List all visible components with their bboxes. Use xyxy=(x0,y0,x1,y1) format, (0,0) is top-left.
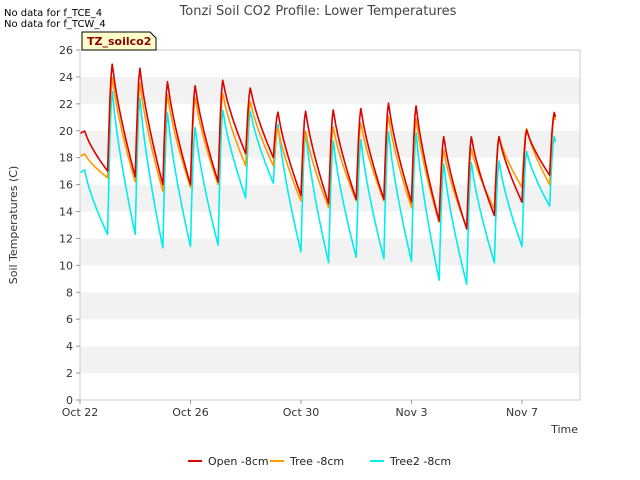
chart-title: Tonzi Soil CO2 Profile: Lower Temperatur… xyxy=(179,4,457,19)
x-tick-label: Oct 22 xyxy=(62,406,99,419)
y-tick-label: 20 xyxy=(59,125,73,138)
grid-band xyxy=(80,346,580,374)
grid-band xyxy=(80,319,580,347)
y-tick-label: 16 xyxy=(59,179,73,192)
plot-frame xyxy=(79,49,581,401)
y-tick-label: 12 xyxy=(59,232,73,245)
grid-band xyxy=(80,373,580,400)
series-layer xyxy=(79,63,557,285)
x-axis-label: Time xyxy=(550,423,578,436)
y-tick-label: 2 xyxy=(66,367,73,380)
grid-band xyxy=(80,238,580,266)
grid-band xyxy=(80,76,580,104)
y-axis-label: Soil Temperatures (C) xyxy=(7,166,20,285)
x-tick-label: Oct 26 xyxy=(172,406,209,419)
y-tick-label: 24 xyxy=(59,71,73,84)
grid-band xyxy=(80,265,580,293)
no-data-notice-2: No data for f_TCW_4 xyxy=(4,19,106,30)
no-data-notice-1: No data for f_TCE_4 xyxy=(4,8,103,19)
y-tick-label: 4 xyxy=(66,340,73,353)
legend-label: Tree -8cm xyxy=(289,455,344,468)
y-tick-label: 10 xyxy=(59,259,73,272)
y-tick-label: 22 xyxy=(59,98,73,111)
station-label-box xyxy=(81,31,157,51)
legend-label: Open -8cm xyxy=(208,455,269,468)
y-tick-label: 0 xyxy=(66,394,73,407)
series-line-tree-8cm xyxy=(79,76,557,229)
grid-band xyxy=(80,292,580,320)
x-tick-label: Oct 30 xyxy=(283,406,320,419)
series-line-open-8cm xyxy=(79,63,557,230)
y-tick-label: 14 xyxy=(59,206,73,219)
grid-band xyxy=(80,50,580,77)
y-tick-label: 6 xyxy=(66,313,73,326)
legend: Open -8cm Tree -8cm Tree2 -8cm xyxy=(188,455,451,468)
y-tick-label: 8 xyxy=(66,286,73,299)
x-axis-ticks: Oct 22 Oct 26 Oct 30 Nov 3 Nov 7 xyxy=(62,400,538,419)
grid-band xyxy=(80,103,580,131)
y-tick-label: 26 xyxy=(59,44,73,57)
x-tick-label: Nov 7 xyxy=(506,406,538,419)
series-line-tree2-8cm xyxy=(79,90,557,285)
station-label-text: TZ_soilco2 xyxy=(87,35,151,48)
legend-label: Tree2 -8cm xyxy=(389,455,451,468)
y-tick-label: 18 xyxy=(59,152,73,165)
x-tick-label: Nov 3 xyxy=(396,406,428,419)
station-label: TZ_soilco2 xyxy=(81,31,157,51)
